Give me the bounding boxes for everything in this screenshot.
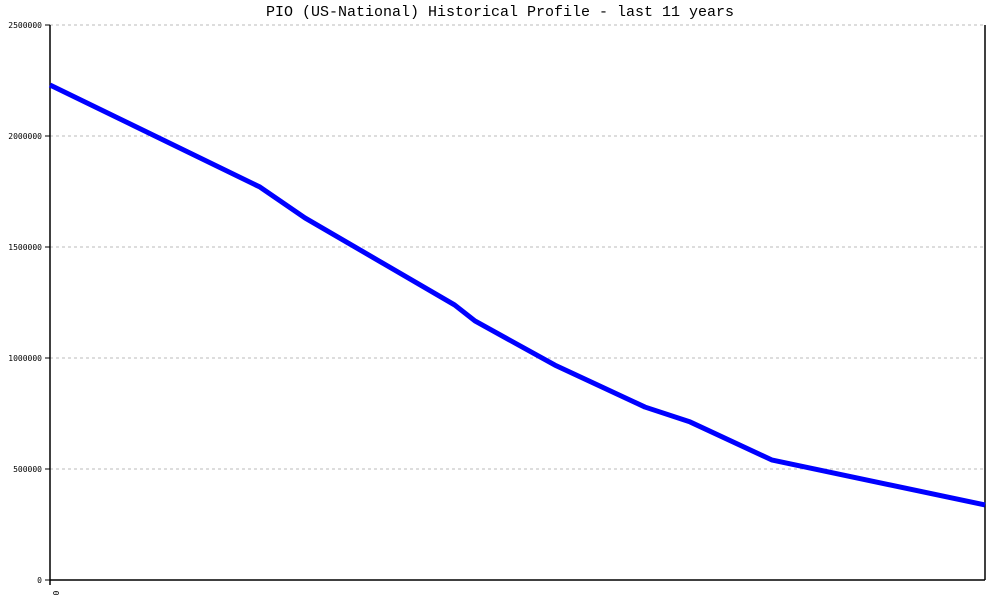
chart-title: PIO (US-National) Historical Profile - l… [265, 4, 735, 21]
y-tick-label: 2000000 [8, 132, 42, 141]
y-tick-label: 1500000 [8, 243, 42, 252]
y-tick-label: 1000000 [8, 354, 42, 363]
x-tick-label: 0 [51, 591, 60, 596]
y-tick-label: 0 [37, 576, 42, 585]
series-line [48, 82, 986, 508]
y-tick-label: 2500000 [8, 21, 42, 30]
y-tick-label: 500000 [13, 465, 42, 474]
